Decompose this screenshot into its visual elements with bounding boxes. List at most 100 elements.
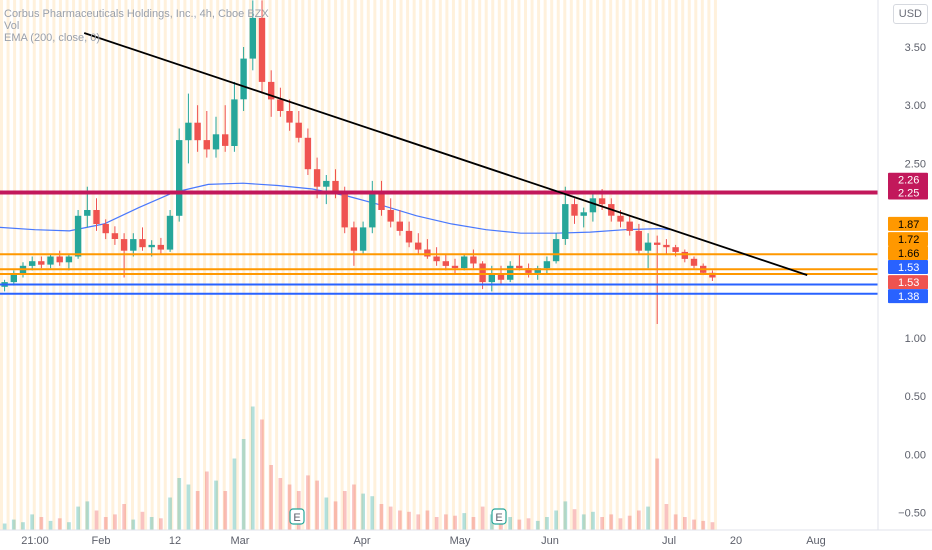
candle[interactable]: [359, 221, 367, 255]
candle[interactable]: [166, 210, 174, 252]
candle[interactable]: [405, 221, 413, 248]
session-band: [641, 0, 645, 530]
volume-bar: [600, 517, 604, 530]
candle[interactable]: [442, 254, 449, 271]
candle[interactable]: [663, 239, 670, 255]
candle[interactable]: [433, 247, 440, 266]
legend-volume[interactable]: Vol: [4, 20, 20, 32]
earnings-marker-icon[interactable]: E: [491, 508, 507, 525]
candle[interactable]: [38, 256, 45, 269]
candle-body: [359, 227, 367, 251]
candle[interactable]: [424, 239, 431, 259]
candle[interactable]: [654, 235, 661, 324]
candle[interactable]: [681, 249, 688, 263]
candle[interactable]: [304, 128, 312, 176]
legend-symbol-title[interactable]: Corbus Pharmaceuticals Holdings, Inc., 4…: [4, 8, 269, 20]
candle[interactable]: [295, 111, 302, 143]
candle[interactable]: [74, 210, 82, 259]
candle[interactable]: [552, 233, 560, 264]
candle[interactable]: [451, 258, 459, 274]
candle-body: [690, 258, 698, 266]
candle[interactable]: [286, 99, 293, 131]
session-band: [674, 0, 678, 530]
candle[interactable]: [690, 256, 698, 269]
time-tick-label: Feb: [92, 535, 111, 547]
candle-body: [488, 274, 495, 283]
candle-body: [396, 221, 403, 231]
candle[interactable]: [93, 198, 100, 231]
session-band: [144, 0, 148, 530]
candle[interactable]: [470, 249, 477, 269]
candle[interactable]: [709, 270, 716, 282]
earnings-marker-icon[interactable]: E: [289, 508, 305, 525]
candle[interactable]: [194, 105, 201, 152]
volume-bar: [444, 514, 448, 530]
candle[interactable]: [157, 237, 164, 255]
session-band: [275, 0, 279, 530]
volume-bar: [223, 491, 228, 530]
volume-bar: [241, 439, 246, 530]
candle-body: [709, 272, 716, 278]
candle[interactable]: [203, 111, 210, 158]
candle[interactable]: [258, 0, 266, 94]
currency-button[interactable]: USD: [892, 4, 928, 24]
candle[interactable]: [387, 198, 394, 228]
volume-bar: [609, 514, 614, 530]
candle[interactable]: [396, 210, 403, 236]
candle-body: [654, 242, 661, 245]
candle[interactable]: [635, 223, 642, 255]
candle-body: [672, 247, 679, 252]
volume-bar: [526, 518, 531, 530]
candle[interactable]: [111, 226, 119, 245]
candle[interactable]: [571, 198, 578, 224]
candle[interactable]: [268, 70, 275, 117]
candle[interactable]: [65, 254, 73, 271]
volume-bar: [260, 419, 264, 530]
candle[interactable]: [130, 233, 137, 257]
trendline[interactable]: [83, 32, 808, 276]
legend-ema[interactable]: EMA (200, close, 0): [4, 32, 100, 44]
time-tick-label: Jul: [662, 535, 676, 547]
candle[interactable]: [231, 81, 238, 152]
candle[interactable]: [589, 192, 597, 222]
session-band: [111, 0, 115, 530]
volume-bar: [710, 522, 715, 530]
candle[interactable]: [212, 116, 220, 158]
candle[interactable]: [525, 263, 532, 278]
candle[interactable]: [626, 215, 633, 236]
candle[interactable]: [47, 254, 54, 269]
candle[interactable]: [369, 180, 376, 234]
volume-bar: [618, 518, 623, 530]
candle[interactable]: [580, 207, 587, 228]
volume-bar: [186, 484, 191, 530]
price-badge-bg: [888, 172, 928, 187]
session-band: [78, 0, 82, 530]
candle-body: [268, 81, 275, 100]
candle[interactable]: [240, 47, 247, 111]
volume-bar: [535, 520, 540, 530]
candle[interactable]: [644, 233, 652, 269]
candle[interactable]: [249, 0, 256, 71]
candle[interactable]: [185, 93, 192, 164]
candle[interactable]: [350, 221, 358, 266]
candle[interactable]: [102, 219, 109, 240]
candle[interactable]: [277, 87, 284, 117]
candle[interactable]: [323, 175, 330, 205]
price-badge-bg: [888, 216, 928, 231]
candle[interactable]: [543, 256, 551, 275]
candle-body: [130, 239, 137, 251]
candle[interactable]: [176, 128, 183, 222]
candle[interactable]: [507, 261, 514, 283]
candle[interactable]: [534, 265, 541, 280]
candle[interactable]: [562, 186, 569, 245]
candle-body: [580, 212, 587, 216]
candle[interactable]: [29, 256, 36, 271]
candle[interactable]: [415, 233, 422, 255]
candle-body: [148, 244, 155, 248]
candle[interactable]: [461, 254, 468, 271]
candle[interactable]: [139, 227, 146, 251]
candle[interactable]: [222, 105, 229, 152]
candle[interactable]: [516, 254, 523, 271]
candle[interactable]: [378, 180, 385, 216]
